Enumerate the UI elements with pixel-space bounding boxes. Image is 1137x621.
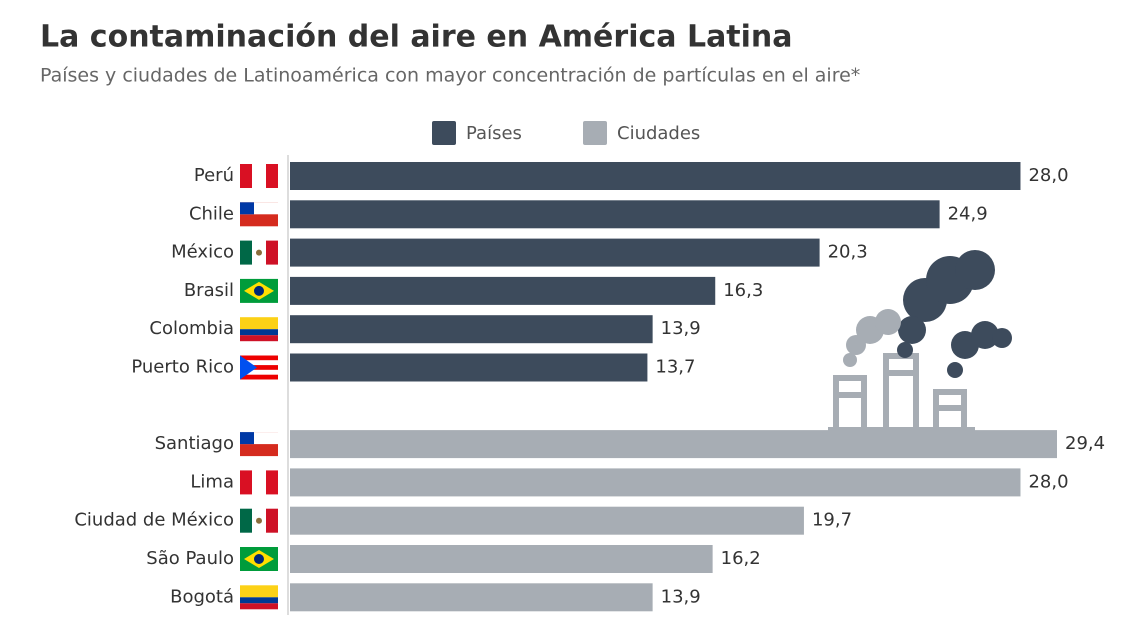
flag-part: [240, 603, 278, 609]
flag-icon: [240, 470, 278, 494]
y-tick-label: Bogotá: [170, 586, 234, 607]
value-label: 16,2: [721, 548, 761, 569]
flag-icon: [240, 356, 278, 380]
y-tick-label: México: [171, 242, 234, 263]
flag-part: [266, 509, 278, 533]
flag-icon: [240, 164, 278, 188]
flag-part: [256, 518, 262, 524]
chart-subtitle: Países y ciudades de Latinoamérica con m…: [40, 65, 860, 87]
bar: [290, 583, 653, 611]
flag-part: [256, 250, 262, 256]
bar: [290, 430, 1057, 458]
bar: [290, 200, 940, 228]
flag-icon: [240, 241, 278, 265]
flag-part: [254, 554, 264, 564]
bar: [290, 468, 1020, 496]
value-label: 24,9: [948, 203, 988, 224]
bar: [290, 277, 715, 305]
legend-swatch: [432, 121, 456, 145]
flag-part: [240, 241, 252, 265]
flag-part: [240, 317, 278, 329]
flag-part: [240, 329, 278, 335]
bar: [290, 507, 804, 535]
flag-part: [240, 335, 278, 341]
flag-icon: [240, 202, 278, 226]
value-label: 28,0: [1028, 471, 1068, 492]
chart: La contaminación del aire en América Lat…: [0, 0, 1137, 621]
flag-part: [254, 286, 264, 296]
value-label: 19,7: [812, 510, 852, 531]
legend-swatch: [583, 121, 607, 145]
bar: [290, 545, 713, 573]
value-label: 28,0: [1028, 165, 1068, 186]
flag-part: [240, 432, 254, 444]
y-tick-label: Puerto Rico: [131, 357, 234, 378]
value-label: 16,3: [723, 280, 763, 301]
factory-illustration: [828, 250, 1012, 430]
y-tick-label: Santiago: [155, 433, 234, 454]
legend-label: Países: [466, 123, 522, 144]
y-tick-label: Ciudad de México: [74, 510, 234, 531]
legend-label: Ciudades: [617, 123, 700, 144]
value-label: 29,4: [1065, 433, 1105, 454]
flag-part: [240, 585, 278, 597]
value-label: 13,9: [661, 318, 701, 339]
flag-part: [266, 470, 278, 494]
flag-icon: [240, 432, 278, 456]
flag-part: [240, 164, 252, 188]
flag-icon: [240, 547, 278, 571]
flag-part: [240, 509, 252, 533]
y-tick-label: Perú: [194, 165, 234, 186]
flag-part: [240, 202, 254, 214]
value-label: 20,3: [828, 242, 868, 263]
bar: [290, 354, 647, 382]
flag-icon: [240, 279, 278, 303]
chart-title: La contaminación del aire en América Lat…: [40, 20, 793, 55]
y-tick-label: Brasil: [184, 280, 234, 301]
flag-part: [266, 164, 278, 188]
y-tick-label: Lima: [190, 471, 234, 492]
y-tick-label: São Paulo: [146, 548, 234, 569]
flag-part: [240, 470, 252, 494]
flag-part: [240, 597, 278, 603]
value-label: 13,9: [661, 586, 701, 607]
flag-icon: [240, 509, 278, 533]
y-tick-label: Colombia: [149, 318, 234, 339]
flag-icon: [240, 317, 278, 341]
bar: [290, 315, 653, 343]
y-tick-label: Chile: [189, 203, 234, 224]
bar: [290, 162, 1020, 190]
flag-icon: [240, 585, 278, 609]
flag-part: [266, 241, 278, 265]
bar: [290, 239, 820, 267]
value-label: 13,7: [655, 357, 695, 378]
